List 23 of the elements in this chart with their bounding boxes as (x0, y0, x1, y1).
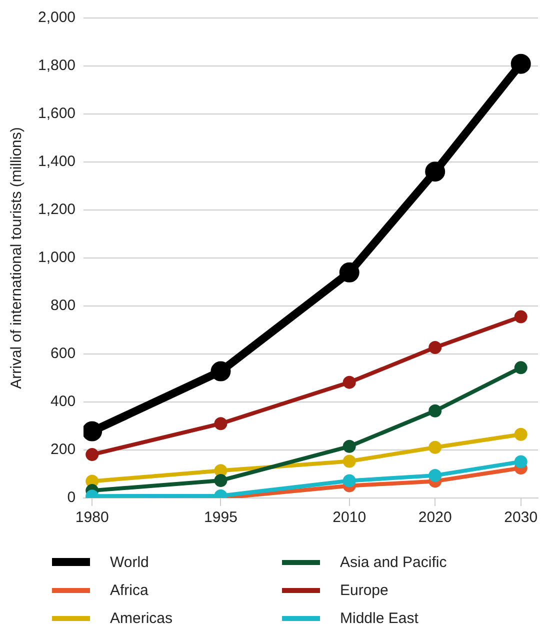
x-tick-label: 2030 (504, 509, 538, 526)
y-tick-label: 1,200 (38, 201, 76, 218)
y-tick-label: 1,000 (38, 249, 76, 266)
y-tick-label: 2,000 (38, 9, 76, 26)
y-tick-label: 200 (50, 441, 76, 458)
y-tick-label: 600 (50, 345, 76, 362)
legend-label: World (110, 554, 149, 570)
y-tick-label: 800 (50, 297, 76, 314)
legend-label: Asia and Pacific (340, 554, 447, 570)
x-tick-label: 1995 (204, 509, 238, 526)
x-tick-label: 2010 (332, 509, 366, 526)
y-tick-label: 400 (50, 393, 76, 410)
y-axis-title: Arrival of international tourists (millions) (8, 127, 26, 389)
y-tick-label: 1,400 (38, 153, 76, 170)
legend-label: Europe (340, 582, 388, 598)
legend-label: Africa (110, 582, 148, 598)
y-tick-label: 1,800 (38, 57, 76, 74)
legend-label: Middle East (340, 610, 418, 626)
x-tick-label: 2020 (418, 509, 452, 526)
y-tick-label: 1,600 (38, 105, 76, 122)
legend-label: Americas (110, 610, 173, 626)
x-tick-label: 1980 (75, 509, 109, 526)
y-tick-label: 0 (67, 489, 76, 506)
